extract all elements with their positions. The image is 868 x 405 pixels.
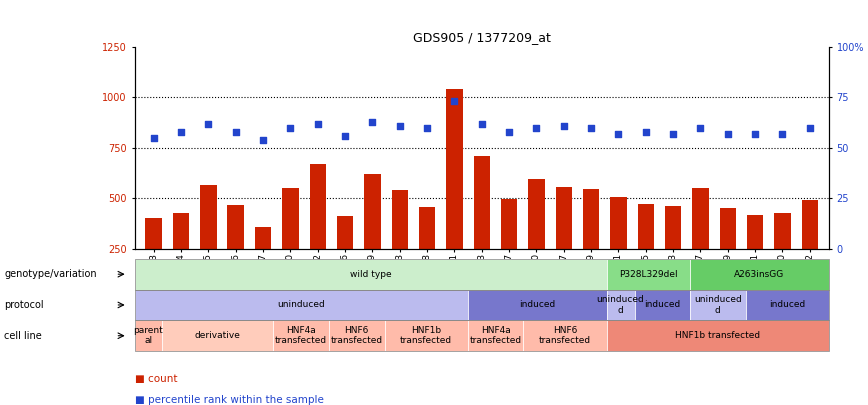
Text: HNF6
transfected: HNF6 transfected [331,326,383,345]
Text: HNF1b transfected: HNF1b transfected [675,331,760,340]
Bar [556,187,572,300]
Text: derivative: derivative [195,331,240,340]
Text: induced: induced [769,301,806,309]
Point [475,120,489,127]
Bar [468,320,523,351]
Bar [146,218,161,300]
Point [666,130,680,137]
Bar [474,156,490,300]
Bar [468,290,607,320]
Bar [747,215,763,300]
Point [584,124,598,131]
Bar [282,188,299,300]
Text: HNF1b
transfected: HNF1b transfected [400,326,452,345]
Point [529,124,543,131]
Text: HNF4a
transfected: HNF4a transfected [470,326,522,345]
Bar [607,290,635,320]
Text: genotype/variation: genotype/variation [4,269,97,279]
Bar [162,320,273,351]
Text: cell line: cell line [4,331,42,341]
Point [147,134,161,141]
Bar [635,290,690,320]
Bar [135,259,607,290]
Bar [391,190,408,300]
Bar [201,185,216,300]
Text: ■ percentile rank within the sample: ■ percentile rank within the sample [135,395,324,405]
Point [229,128,243,135]
Bar [720,207,736,300]
Point [393,122,407,129]
Point [201,120,215,127]
Bar [523,320,607,351]
Point [694,124,707,131]
Bar [774,213,791,300]
Bar [802,200,818,300]
Bar [135,320,162,351]
Text: A263insGG: A263insGG [734,270,785,279]
Point [256,136,270,143]
Text: parent
al: parent al [134,326,163,345]
Bar [337,215,353,300]
Point [502,128,516,135]
Bar [690,290,746,320]
Bar [135,320,829,351]
Point [174,128,188,135]
Bar [365,174,380,300]
Point [803,124,817,131]
Bar [135,290,829,320]
Bar [693,188,708,300]
Text: uninduced
d: uninduced d [694,295,742,315]
Bar [173,213,189,300]
Point [556,122,570,129]
Bar [273,320,329,351]
Text: protocol: protocol [4,300,44,310]
Bar [501,199,517,300]
Point [311,120,325,127]
Bar [746,290,829,320]
Point [611,130,625,137]
Bar [310,164,326,300]
Point [365,118,379,125]
Bar [665,205,681,300]
Title: GDS905 / 1377209_at: GDS905 / 1377209_at [413,31,550,44]
Bar [419,207,435,300]
Text: ■ count: ■ count [135,375,177,384]
Text: uninduced: uninduced [277,301,326,309]
Bar [329,320,385,351]
Bar [255,227,271,300]
Bar [385,320,468,351]
Point [748,130,762,137]
Text: induced: induced [519,301,556,309]
Text: uninduced
d: uninduced d [596,295,645,315]
Text: P328L329del: P328L329del [619,270,678,279]
Bar [610,198,627,300]
Point [720,130,734,137]
Text: induced: induced [644,301,681,309]
Bar [638,203,654,300]
Text: HNF4a
transfected: HNF4a transfected [275,326,327,345]
Bar [607,320,829,351]
Point [284,124,298,131]
Point [420,124,434,131]
Point [775,130,789,137]
Point [339,132,352,139]
Bar [446,89,463,300]
Bar [583,189,599,300]
Bar [529,179,544,300]
Bar [227,205,244,300]
Text: HNF6
transfected: HNF6 transfected [539,326,591,345]
Point [639,128,653,135]
Bar [135,290,468,320]
Bar [135,259,829,290]
Text: wild type: wild type [350,270,391,279]
Bar [607,259,690,290]
Bar [690,259,829,290]
Point [448,98,462,104]
